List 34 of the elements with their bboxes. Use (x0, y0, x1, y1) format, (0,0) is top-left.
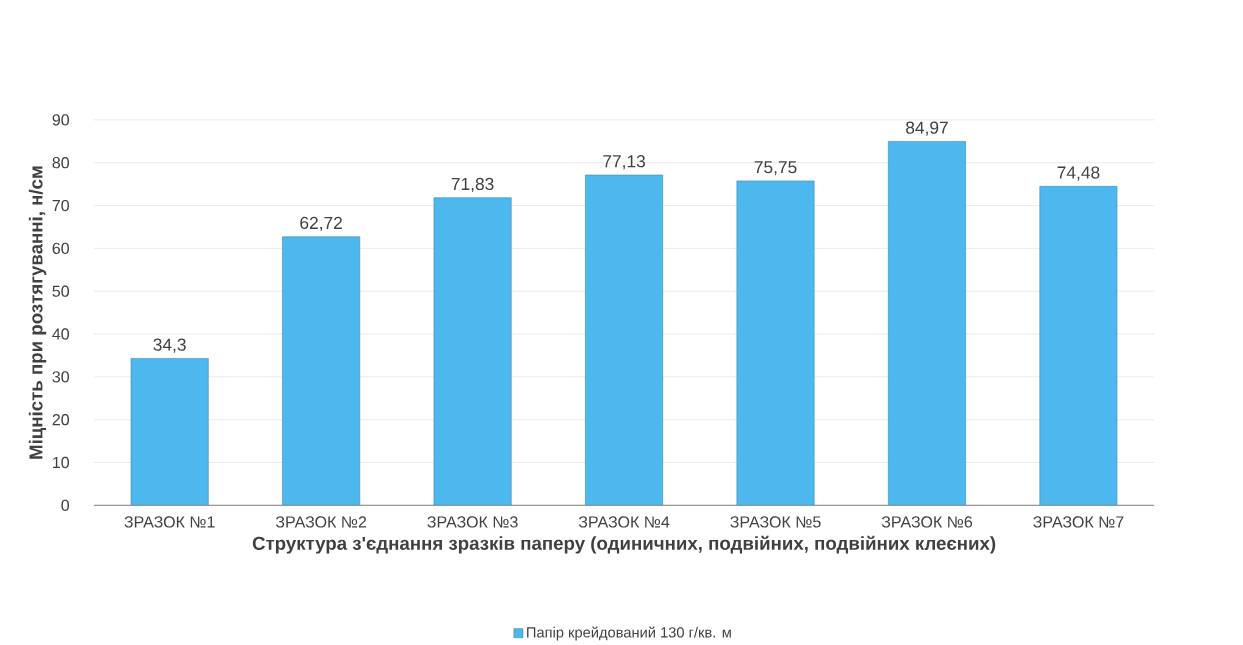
bar (1039, 186, 1118, 506)
y-tick-label: 20 (52, 413, 70, 426)
data-label: 71,83 (451, 177, 494, 193)
x-tick-label: ЗРАЗОК №6 (881, 516, 973, 528)
data-label: 77,13 (603, 155, 645, 170)
y-tick-label: 30 (52, 371, 70, 383)
data-label: 62,72 (300, 216, 342, 232)
x-tick-label: ЗРАЗОК №7 (1033, 516, 1124, 528)
y-tick-label: 10 (53, 456, 70, 469)
data-label: 34,3 (153, 338, 186, 353)
data-label: 75,75 (754, 161, 797, 176)
y-tick-label: 80 (52, 156, 70, 169)
x-tick-label: ЗРАЗОК №1 (124, 516, 215, 528)
data-label: 84,97 (906, 121, 948, 136)
x-axis-title: Структура з'єднання зразків паперу (одиничних, подвійних, подвійних клеєних) (252, 535, 996, 554)
bar (433, 197, 512, 506)
x-tick-label: ЗРАЗОК №2 (275, 516, 367, 528)
bar (888, 141, 966, 506)
bar (585, 174, 663, 506)
bar (282, 236, 361, 506)
bar (736, 180, 815, 506)
y-tick-label: 70 (52, 199, 70, 212)
x-tick-label: ЗРАЗОК №5 (730, 516, 821, 528)
y-tick-label: 50 (52, 285, 70, 297)
bar (130, 358, 209, 506)
y-tick-label: 0 (61, 499, 70, 511)
y-tick-label: 40 (52, 328, 70, 340)
x-tick-label: ЗРАЗОК №4 (578, 516, 670, 528)
y-tick-label: 90 (52, 114, 70, 126)
legend-label: Папір крейдований 130 г/кв. м (527, 626, 731, 641)
x-tick-label: ЗРАЗОК №3 (427, 516, 518, 528)
data-label: 74,48 (1057, 166, 1100, 181)
y-tick-label: 60 (52, 242, 70, 254)
y-axis-title: Міцність при розтягуванні, н/см (28, 166, 47, 459)
